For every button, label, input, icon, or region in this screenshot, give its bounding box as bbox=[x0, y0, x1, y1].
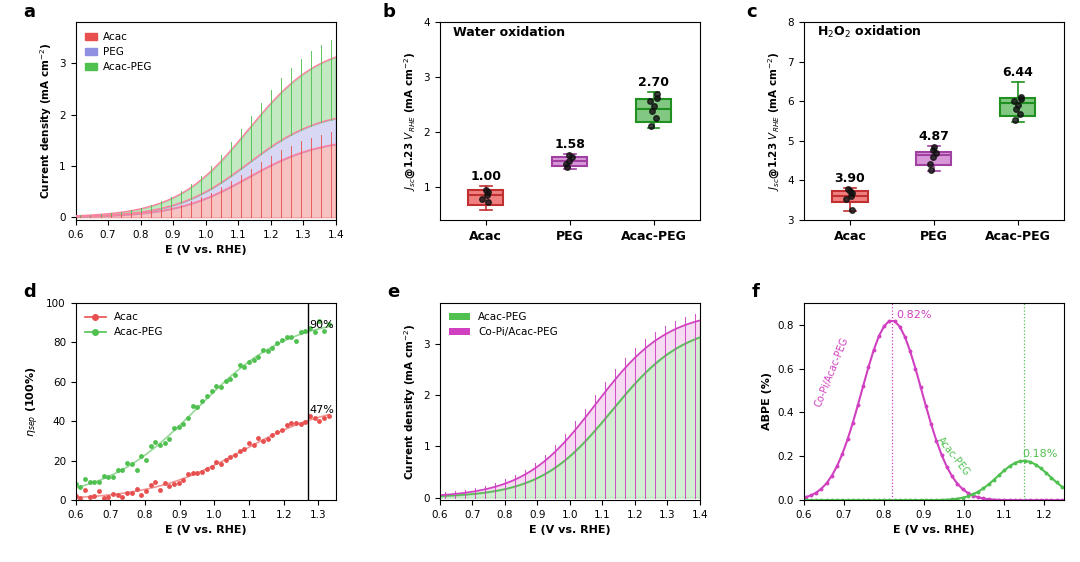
Point bbox=[473, 194, 490, 203]
Point bbox=[478, 191, 496, 200]
FancyBboxPatch shape bbox=[833, 192, 867, 202]
Y-axis label: Current density (mA cm$^{-2}$): Current density (mA cm$^{-2}$) bbox=[402, 323, 418, 479]
FancyBboxPatch shape bbox=[552, 157, 588, 166]
Point bbox=[839, 184, 856, 193]
Point bbox=[1012, 92, 1029, 101]
Point bbox=[922, 165, 940, 174]
Point bbox=[648, 93, 665, 102]
Point bbox=[1010, 100, 1027, 109]
X-axis label: E (V vs. RHE): E (V vs. RHE) bbox=[529, 525, 610, 536]
Text: Water oxidation: Water oxidation bbox=[453, 26, 565, 39]
FancyBboxPatch shape bbox=[916, 152, 951, 165]
Point bbox=[927, 148, 944, 157]
Text: Co-Pi/Acac-PEG: Co-Pi/Acac-PEG bbox=[813, 336, 850, 408]
Point bbox=[1005, 97, 1023, 106]
Point bbox=[557, 160, 575, 169]
Text: c: c bbox=[746, 3, 757, 21]
Point bbox=[1007, 116, 1024, 125]
Y-axis label: $J_{sc}$@1.23 $\mathit{V}_{RHE}$ (mA cm$^{-2}$): $J_{sc}$@1.23 $\mathit{V}_{RHE}$ (mA cm$… bbox=[403, 52, 418, 191]
Point bbox=[924, 152, 942, 161]
FancyBboxPatch shape bbox=[636, 99, 671, 123]
Text: e: e bbox=[388, 283, 400, 301]
Text: b: b bbox=[382, 3, 395, 21]
Text: 0.82%: 0.82% bbox=[895, 310, 931, 320]
Point bbox=[561, 156, 578, 165]
Point bbox=[648, 89, 665, 98]
Legend: Acac, Acac-PEG: Acac, Acac-PEG bbox=[81, 308, 167, 342]
Text: f: f bbox=[752, 283, 759, 301]
Point bbox=[842, 192, 860, 201]
Text: a: a bbox=[24, 3, 36, 21]
Legend: Acac, PEG, Acac-PEG: Acac, PEG, Acac-PEG bbox=[81, 28, 157, 76]
Point bbox=[640, 97, 658, 106]
Point bbox=[561, 151, 578, 160]
Point bbox=[924, 145, 942, 154]
Point bbox=[1013, 94, 1030, 103]
Point bbox=[480, 198, 497, 207]
Text: 6.44: 6.44 bbox=[1002, 66, 1034, 79]
Y-axis label: ABPE (%): ABPE (%) bbox=[762, 373, 772, 430]
FancyBboxPatch shape bbox=[469, 190, 503, 205]
Text: 47%: 47% bbox=[310, 405, 335, 415]
Point bbox=[921, 159, 939, 168]
Text: 2.70: 2.70 bbox=[638, 76, 670, 89]
X-axis label: E (V vs. RHE): E (V vs. RHE) bbox=[165, 525, 246, 536]
Legend: Acac-PEG, Co-Pi/Acac-PEG: Acac-PEG, Co-Pi/Acac-PEG bbox=[445, 308, 562, 342]
Y-axis label: Current density (mA cm$^{-2}$): Current density (mA cm$^{-2}$) bbox=[38, 43, 54, 200]
Text: 1.00: 1.00 bbox=[470, 170, 501, 183]
Point bbox=[843, 206, 861, 215]
Point bbox=[841, 187, 859, 196]
Point bbox=[1007, 104, 1024, 113]
X-axis label: E (V vs. RHE): E (V vs. RHE) bbox=[893, 525, 974, 536]
Text: d: d bbox=[24, 283, 37, 301]
Text: 1.58: 1.58 bbox=[554, 138, 585, 151]
Point bbox=[647, 114, 664, 123]
Text: Acac-PEG: Acac-PEG bbox=[935, 436, 972, 478]
X-axis label: E (V vs. RHE): E (V vs. RHE) bbox=[165, 245, 246, 255]
Y-axis label: $J_{sc}$@1.23 $\mathit{V}_{RHE}$ (mA cm$^{-2}$): $J_{sc}$@1.23 $\mathit{V}_{RHE}$ (mA cm$… bbox=[767, 52, 782, 191]
Point bbox=[643, 107, 660, 116]
Point bbox=[558, 163, 576, 172]
Point bbox=[924, 142, 942, 151]
Point bbox=[477, 186, 495, 195]
Point bbox=[480, 188, 497, 197]
Point bbox=[837, 195, 854, 204]
Point bbox=[563, 153, 580, 162]
Text: 4.87: 4.87 bbox=[918, 130, 949, 143]
Y-axis label: $\eta_{sep}$ (100%): $\eta_{sep}$ (100%) bbox=[24, 366, 41, 437]
Text: 90%: 90% bbox=[310, 320, 335, 330]
FancyBboxPatch shape bbox=[1000, 98, 1036, 116]
Point bbox=[645, 101, 662, 110]
Text: H$_2$O$_2$ oxidation: H$_2$O$_2$ oxidation bbox=[816, 24, 921, 40]
Text: 3.90: 3.90 bbox=[835, 172, 865, 185]
Point bbox=[843, 188, 861, 197]
Point bbox=[1011, 110, 1028, 119]
Text: 0.18%: 0.18% bbox=[1022, 450, 1057, 459]
Point bbox=[642, 121, 659, 130]
